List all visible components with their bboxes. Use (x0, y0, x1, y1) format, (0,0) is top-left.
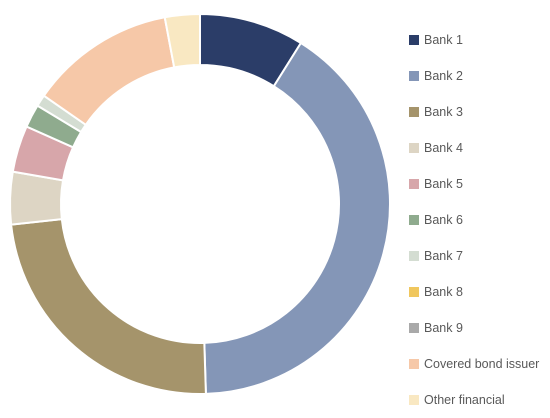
legend-label: Bank 1 (424, 33, 463, 47)
donut-chart (9, 12, 391, 395)
legend-swatch (409, 215, 419, 225)
legend-item-covered-bond-issuer: Covered bond issuer (409, 346, 550, 382)
legend-label: Bank 3 (424, 105, 463, 119)
legend-swatch (409, 251, 419, 261)
donut-slice-bank-2 (203, 41, 391, 395)
legend-label: Bank 4 (424, 141, 463, 155)
donut-svg (9, 12, 391, 395)
legend-label: Bank 8 (424, 285, 463, 299)
legend-label: Other financial (424, 393, 505, 407)
legend-label: Bank 7 (424, 249, 463, 263)
legend-label: Bank 2 (424, 69, 463, 83)
legend-label: Bank 6 (424, 213, 463, 227)
donut-slice-bank-3 (10, 218, 207, 395)
legend-swatch (409, 287, 419, 297)
donut-slice-other-financial (163, 12, 201, 69)
legend-swatch (409, 143, 419, 153)
legend-swatch (409, 179, 419, 189)
legend: Bank 1 Bank 2 Bank 3 Bank 4 Bank 5 Bank 6 Bank… (409, 22, 550, 418)
legend-item-bank-4: Bank 4 (409, 130, 550, 166)
legend-item-bank-3: Bank 3 (409, 94, 550, 130)
legend-item-bank-2: Bank 2 (409, 58, 550, 94)
legend-swatch (409, 323, 419, 333)
legend-item-bank-9: Bank 9 (409, 310, 550, 346)
legend-label: Bank 5 (424, 177, 463, 191)
donut-slice-covered-bond-issuer (42, 16, 176, 127)
legend-item-other-financial: Other financial (409, 382, 550, 418)
legend-swatch (409, 359, 419, 369)
legend-item-bank-7: Bank 7 (409, 238, 550, 274)
legend-item-bank-1: Bank 1 (409, 22, 550, 58)
legend-item-bank-8: Bank 8 (409, 274, 550, 310)
legend-item-bank-5: Bank 5 (409, 166, 550, 202)
legend-label: Covered bond issuer (424, 357, 540, 371)
legend-swatch (409, 35, 419, 45)
legend-swatch (409, 395, 419, 405)
legend-label: Bank 9 (424, 321, 463, 335)
legend-swatch (409, 71, 419, 81)
legend-item-bank-6: Bank 6 (409, 202, 550, 238)
legend-swatch (409, 107, 419, 117)
